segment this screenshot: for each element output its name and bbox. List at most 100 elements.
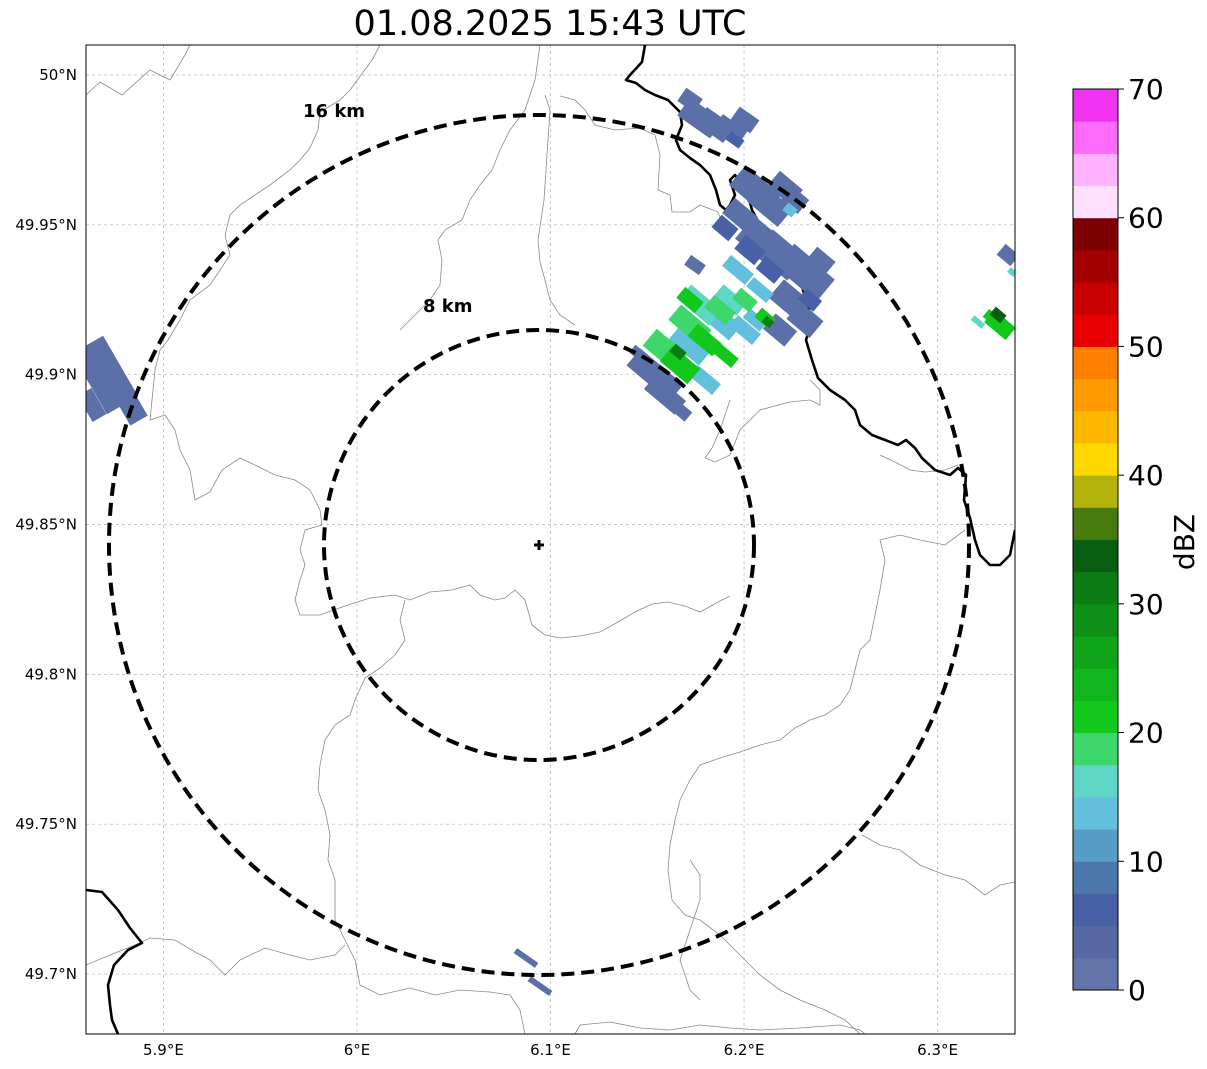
- colorbar: 0 10 20 30 40 50 60 70: [1072, 73, 1164, 1007]
- lon-tick-label: 6.1°E: [530, 1041, 571, 1059]
- lat-tick-label: 49.8°N: [25, 665, 77, 683]
- colorbar-swatch: [1073, 185, 1118, 219]
- colorbar-swatch: [1073, 314, 1118, 347]
- lat-tick-label: 49.7°N: [25, 965, 77, 983]
- colorbar-swatch: [1073, 732, 1118, 766]
- colorbar-swatch: [1073, 282, 1118, 315]
- echo-teal: [1007, 267, 1015, 277]
- echo-weak: [527, 976, 553, 996]
- echo-green-light: [704, 294, 736, 326]
- colorbar-swatch: [1073, 153, 1118, 187]
- ring-label-8km: 8 km: [423, 296, 473, 317]
- colorbar-swatch: [1073, 764, 1118, 798]
- echo-weak: [804, 246, 836, 278]
- ring-label-16km: 16 km: [303, 101, 365, 122]
- echo-green-dark: [989, 306, 1007, 324]
- echo-weak: [795, 260, 835, 300]
- echo-weak: [86, 388, 107, 422]
- colorbar-swatch: [1073, 346, 1118, 380]
- lon-tick-label: 6.2°E: [724, 1041, 765, 1059]
- echo-green: [676, 286, 704, 314]
- lon-tick-label: 6°E: [344, 1041, 371, 1059]
- colorbar-swatch: [1073, 957, 1118, 991]
- colorbar-tick-label: 70: [1128, 73, 1164, 106]
- echo-teal: [713, 284, 747, 316]
- lat-tick-label: 49.95°N: [15, 216, 77, 234]
- range-ring-16km: [107, 113, 971, 977]
- echo-light: [722, 254, 754, 286]
- colorbar-swatch: [1073, 636, 1118, 669]
- echo-weak: [112, 384, 148, 426]
- range-ring-8km: [322, 328, 756, 762]
- colorbar-swatch: [1073, 410, 1118, 444]
- range-rings: [107, 113, 971, 977]
- lat-tick-label: 49.9°N: [25, 366, 77, 384]
- echo-green-light: [732, 287, 758, 313]
- lat-tick-label: 49.85°N: [15, 516, 77, 534]
- radar-echoes: [86, 87, 1015, 996]
- plot-title: 01.08.2025 15:43 UTC: [353, 4, 747, 44]
- echo-green: [659, 345, 701, 385]
- echo-weak: [746, 182, 794, 228]
- colorbar-swatch: [1073, 475, 1118, 508]
- echo-light: [782, 202, 798, 218]
- colorbar-swatch: [1073, 668, 1118, 701]
- lat-tick-label: 50°N: [39, 66, 77, 84]
- echo-light: [746, 277, 774, 303]
- colorbar-swatch: [1073, 925, 1118, 959]
- echo-light: [668, 324, 712, 366]
- radar-site-marker: [534, 540, 544, 550]
- colorbar-swatch: [1073, 700, 1118, 734]
- colorbar-tick-label: 40: [1128, 459, 1164, 492]
- echo-green: [687, 323, 723, 357]
- colorbar-swatch: [1073, 829, 1118, 862]
- colorbar-frame: [1072, 88, 1119, 991]
- echo-weak: [684, 254, 706, 276]
- echo-weak: [755, 256, 785, 284]
- echo-weak: [786, 301, 824, 339]
- echo-weak: [730, 106, 760, 134]
- colorbar-tick-label: 20: [1128, 717, 1164, 750]
- echo-weak: [734, 234, 766, 266]
- echo-green: [711, 342, 739, 368]
- echo-green-dark: [761, 315, 775, 329]
- echo-green-dark: [669, 343, 687, 361]
- colorbar-tick-label: 60: [1128, 202, 1164, 235]
- municipal-boundaries: [86, 45, 1015, 1034]
- gridlines: [86, 45, 1015, 1034]
- colorbar-swatch: [1073, 89, 1118, 122]
- colorbar-swatch: [1073, 249, 1118, 283]
- echo-weak: [667, 398, 693, 422]
- echo-light: [742, 308, 768, 332]
- echo-weak: [513, 948, 539, 968]
- echo-green: [982, 309, 1002, 327]
- lon-tick-label: 6.3°E: [917, 1041, 958, 1059]
- colorbar-swatch: [1073, 442, 1118, 476]
- latitude-ticks: 50°N 49.95°N 49.9°N 49.85°N 49.8°N 49.75°N 49.…: [15, 66, 77, 983]
- map-frame: [85, 44, 1016, 1035]
- colorbar-tick-label: 10: [1128, 845, 1164, 878]
- colorbar-swatch: [1073, 539, 1118, 573]
- colorbar-swatch: [1073, 217, 1118, 251]
- colorbar-label: dBZ: [1168, 514, 1201, 570]
- lon-tick-label: 5.9°E: [143, 1041, 184, 1059]
- colorbar-swatch: [1073, 507, 1118, 540]
- lat-tick-label: 49.75°N: [15, 815, 77, 833]
- echo-weak: [797, 288, 823, 312]
- echo-weak: [725, 131, 745, 149]
- colorbar-swatch: [1073, 121, 1118, 154]
- colorbar-swatch: [1073, 571, 1118, 605]
- longitude-ticks: 5.9°E 6°E 6.1°E 6.2°E 6.3°E: [143, 1041, 958, 1059]
- echo-weak: [996, 243, 1015, 267]
- echo-light: [729, 314, 761, 346]
- colorbar-tick-label: 30: [1128, 588, 1164, 621]
- colorbar-swatch: [1073, 796, 1118, 830]
- colorbar-tick-label: 50: [1128, 330, 1164, 363]
- colorbar-tick-label: 0: [1128, 974, 1146, 1007]
- echo-weak: [711, 214, 739, 242]
- echo-teal: [970, 315, 986, 329]
- colorbar-swatch: [1073, 893, 1118, 927]
- colorbar-swatch: [1073, 861, 1118, 894]
- echo-weak: [677, 87, 703, 113]
